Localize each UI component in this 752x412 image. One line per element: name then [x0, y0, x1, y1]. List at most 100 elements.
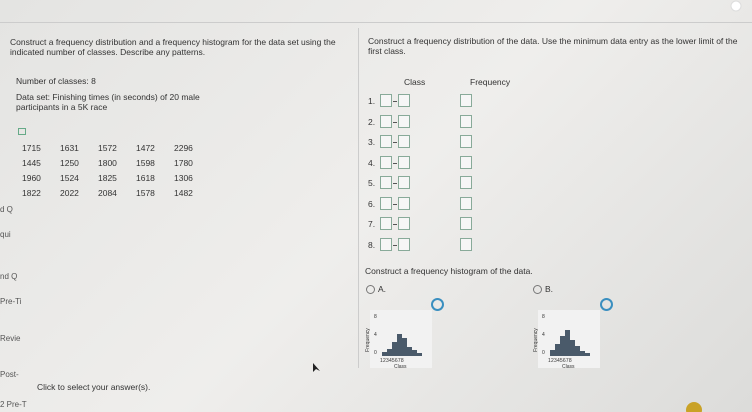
y-tick-label: 4	[374, 332, 377, 338]
frequency-header: Frequency	[470, 77, 511, 87]
histogram-bar	[570, 340, 575, 356]
sidebar-link[interactable]: qui	[0, 230, 11, 239]
sidebar-link[interactable]: Post-	[0, 370, 19, 379]
cursor	[313, 363, 320, 372]
data-cell: 1825	[98, 173, 117, 183]
histogram-bar	[565, 330, 570, 356]
lower-limit-input[interactable]	[380, 135, 392, 148]
upper-limit-input[interactable]	[398, 114, 410, 128]
histogram-bar	[402, 338, 407, 356]
row-number: 5.	[368, 178, 376, 188]
frequency-input[interactable]	[460, 176, 472, 189]
x-tick-labels: 12345678	[548, 358, 572, 364]
data-cell: 1572	[98, 143, 117, 153]
sidebar-link[interactable]: d Q	[0, 205, 13, 214]
row-number: 1.	[368, 96, 376, 106]
data-cell: 1445	[22, 158, 41, 168]
data-cell: 2022	[60, 188, 79, 198]
x-tick-labels: 12345678	[380, 358, 404, 364]
sidebar-link[interactable]: Revie	[0, 334, 21, 343]
dash	[393, 162, 397, 164]
histogram-bar	[560, 336, 565, 356]
row-number: 3.	[368, 137, 376, 147]
lower-limit-input[interactable]	[380, 114, 392, 128]
frequency-input[interactable]	[460, 94, 472, 107]
classes: Number of classes: 8	[16, 76, 96, 86]
data-cell: 1715	[22, 143, 41, 153]
upper-limit-input[interactable]	[398, 237, 410, 251]
dash	[393, 244, 397, 246]
lower-limit-input[interactable]	[380, 155, 392, 169]
x-axis-title: Class	[394, 364, 407, 370]
histogram-bar	[412, 350, 417, 356]
histogram-bar	[407, 347, 412, 356]
data-cell: 1578	[136, 188, 155, 198]
frequency-input[interactable]	[460, 135, 472, 148]
zoom-icon[interactable]	[600, 298, 613, 311]
x-axis-title: Class	[562, 364, 575, 370]
dash	[393, 224, 397, 225]
question: Construct a frequency distribution and a…	[10, 37, 336, 57]
frequency-input[interactable]	[460, 237, 472, 251]
lower-limit-input[interactable]	[380, 237, 392, 251]
lower-limit-input[interactable]	[380, 217, 392, 230]
option-radio[interactable]	[366, 285, 375, 294]
frequency-input[interactable]	[460, 217, 472, 230]
histogram-bar	[382, 352, 387, 356]
y-tick-label: 8	[542, 314, 545, 320]
y-axis-title: Frequency	[532, 328, 539, 352]
dash	[393, 101, 397, 102]
data-cell: 2296	[174, 143, 193, 153]
histogram-bar	[387, 349, 392, 356]
help-icon[interactable]	[684, 400, 704, 412]
frequency-input[interactable]	[460, 155, 472, 169]
sidebar-link[interactable]: nd Q	[0, 272, 18, 281]
histogram-bar	[417, 353, 422, 356]
upper-limit-input[interactable]	[398, 94, 410, 107]
histogram-bar	[392, 342, 397, 356]
row-number: 7.	[368, 219, 376, 229]
data-cell: 1780	[174, 158, 193, 168]
upper-limit-input[interactable]	[398, 176, 410, 189]
histogram-bar	[555, 344, 560, 356]
lower-limit-input[interactable]	[380, 94, 392, 107]
histogram-bar	[550, 350, 555, 356]
upper-limit-input[interactable]	[398, 196, 410, 210]
frequency-input[interactable]	[460, 114, 472, 128]
lower-limit-input[interactable]	[380, 176, 392, 189]
upper-limit-input[interactable]	[398, 155, 410, 169]
data-cell: 1306	[174, 173, 193, 183]
instruction: Construct a frequency distribution of th…	[368, 36, 738, 56]
y-tick-label: 0	[374, 350, 377, 356]
y-tick-label: 4	[542, 332, 545, 338]
data-cell: 1822	[22, 188, 41, 198]
data-cell: 1618	[136, 173, 155, 183]
histogram-bar	[397, 334, 402, 356]
class-header: Class	[404, 77, 426, 87]
settings-icon[interactable]	[726, 0, 746, 14]
option-label: A.	[378, 284, 387, 294]
row-number: 6.	[368, 198, 376, 209]
data-cell: 1472	[136, 143, 155, 153]
sidebar-link[interactable]: Pre-Ti	[0, 297, 22, 306]
data-cell: 2084	[98, 188, 117, 198]
histogram-bar	[575, 346, 580, 356]
histogram-bar	[580, 351, 585, 356]
lower-limit-input[interactable]	[380, 196, 392, 210]
top-rule	[0, 22, 752, 23]
dataset: Data set: Finishing times (in seconds) o…	[16, 92, 200, 112]
row-number: 4.	[368, 157, 376, 168]
y-axis-title: Frequency	[364, 328, 371, 352]
histogram-bar	[585, 353, 590, 356]
data-cell: 1482	[174, 188, 193, 198]
copy-icon[interactable]	[18, 128, 26, 135]
upper-limit-input[interactable]	[398, 135, 410, 148]
option-radio[interactable]	[533, 285, 542, 294]
upper-limit-input[interactable]	[398, 217, 410, 230]
frequency-input[interactable]	[460, 196, 472, 210]
dash	[393, 183, 397, 184]
zoom-icon[interactable]	[431, 298, 444, 311]
sidebar-link[interactable]: 2 Pre-T	[0, 400, 27, 409]
histogram-prompt: Construct a frequency histogram of the d…	[365, 266, 533, 276]
